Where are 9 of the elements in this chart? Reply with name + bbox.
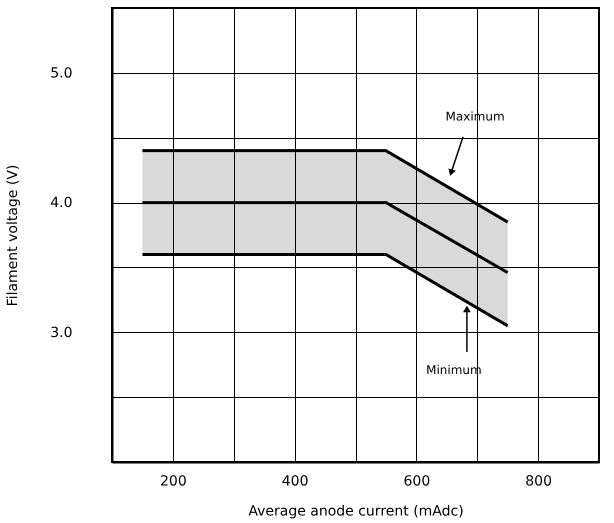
y-axis-title: Filament voltage (V) <box>5 164 22 306</box>
y-tick-label: 4.0 <box>50 195 72 212</box>
y-tick-label: 3.0 <box>50 324 72 341</box>
x-tick-label: 800 <box>525 474 552 490</box>
x-tick-label: 600 <box>404 474 430 490</box>
y-tick-label: 5.0 <box>50 65 72 82</box>
x-tick-label: 200 <box>160 474 187 490</box>
x-axis-title: Average anode current (mAdc) <box>248 504 464 520</box>
x-tick-label: 400 <box>282 474 308 490</box>
